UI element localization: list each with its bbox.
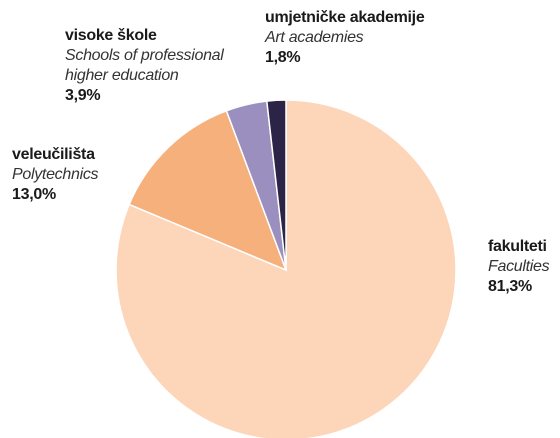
translation: Faculties <box>488 258 550 275</box>
value-label: 13,0% <box>12 186 56 203</box>
pie-slice <box>265 99 287 271</box>
category-name: veleučilišta <box>12 146 95 163</box>
translation: Polytechnics <box>12 166 99 183</box>
value-label: 81,3% <box>488 278 532 295</box>
category-name: visoke škole <box>65 27 157 44</box>
slice-label: fakulteti Faculties 81,3% <box>488 237 560 297</box>
pie-slice <box>115 99 457 438</box>
slice-label: umjetničke akademije Art academies 1,8% <box>265 8 465 68</box>
translation: Art academies <box>265 29 364 46</box>
pie-slice <box>128 109 288 272</box>
value-label: 3,9% <box>65 87 101 104</box>
category-name: fakulteti <box>488 238 547 255</box>
category-name: umjetničke akademije <box>265 9 425 26</box>
slice-label: veleučilišta Polytechnics 13,0% <box>12 145 152 205</box>
slice-label: visoke škole Schools of professional high… <box>65 26 255 106</box>
value-label: 1,8% <box>265 49 301 66</box>
translation: Schools of professional higher education <box>65 47 224 84</box>
